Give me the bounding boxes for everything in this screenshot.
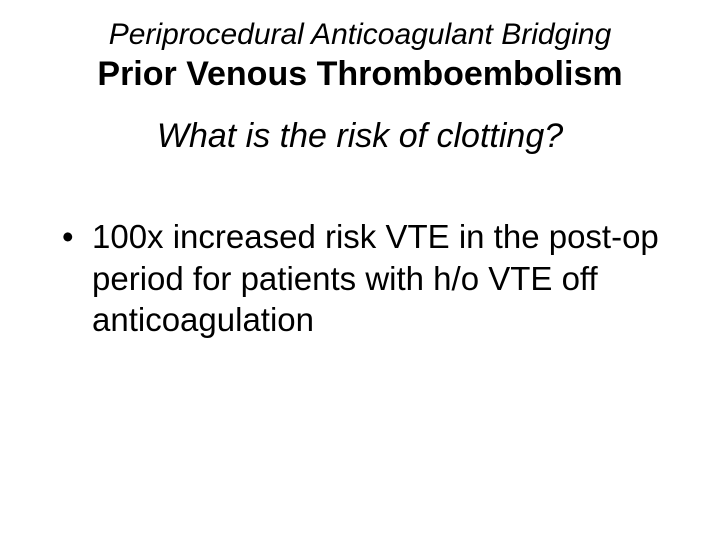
slide-title: Prior Venous Thromboembolism	[40, 55, 680, 94]
slide-supertitle: Periprocedural Anticoagulant Bridging	[40, 18, 680, 53]
slide-subtitle: What is the risk of clotting?	[40, 116, 680, 157]
list-item: 100x increased risk VTE in the post-op p…	[62, 216, 680, 340]
slide: Periprocedural Anticoagulant Bridging Pr…	[0, 0, 720, 540]
bullet-text: 100x increased risk VTE in the post-op p…	[92, 218, 659, 338]
bullet-list: 100x increased risk VTE in the post-op p…	[40, 216, 680, 340]
